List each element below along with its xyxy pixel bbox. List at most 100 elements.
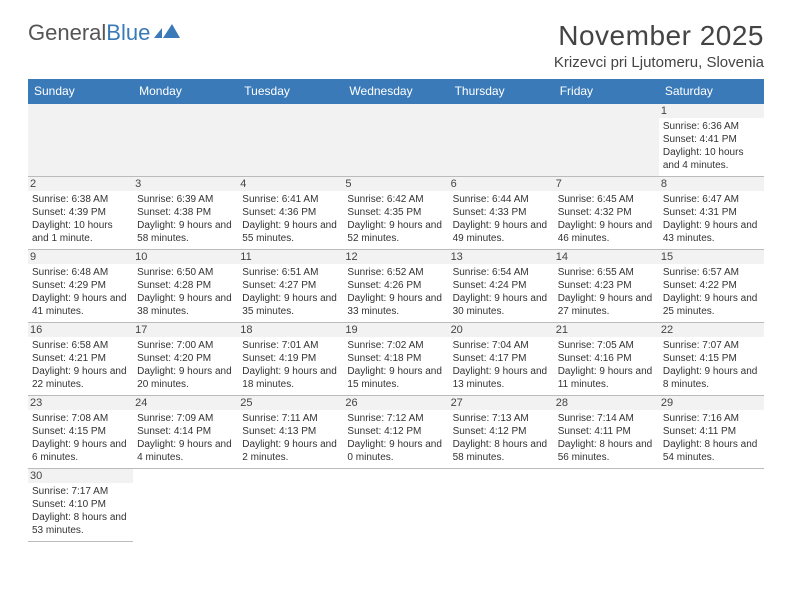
- day-number: 1: [659, 104, 764, 118]
- day-details: Sunrise: 6:57 AMSunset: 4:22 PMDaylight:…: [663, 266, 760, 318]
- detail-line: Sunset: 4:13 PM: [242, 425, 339, 438]
- calendar-cell: [449, 104, 554, 177]
- detail-line: Sunset: 4:32 PM: [558, 206, 655, 219]
- detail-line: Sunrise: 6:45 AM: [558, 193, 655, 206]
- calendar-cell: [133, 469, 238, 542]
- detail-line: Daylight: 8 hours and 58 minutes.: [453, 438, 550, 464]
- day-details: Sunrise: 6:39 AMSunset: 4:38 PMDaylight:…: [137, 193, 234, 245]
- detail-line: Sunrise: 6:38 AM: [32, 193, 129, 206]
- detail-line: Sunrise: 6:51 AM: [242, 266, 339, 279]
- detail-line: Sunset: 4:15 PM: [32, 425, 129, 438]
- calendar-cell: [554, 469, 659, 542]
- detail-line: Sunset: 4:24 PM: [453, 279, 550, 292]
- day-details: Sunrise: 6:36 AMSunset: 4:41 PMDaylight:…: [663, 120, 760, 172]
- calendar-cell: 27Sunrise: 7:13 AMSunset: 4:12 PMDayligh…: [449, 396, 554, 469]
- detail-line: Sunset: 4:36 PM: [242, 206, 339, 219]
- detail-line: Sunset: 4:33 PM: [453, 206, 550, 219]
- detail-line: Daylight: 8 hours and 53 minutes.: [32, 511, 129, 537]
- day-details: Sunrise: 6:41 AMSunset: 4:36 PMDaylight:…: [242, 193, 339, 245]
- detail-line: Sunrise: 6:58 AM: [32, 339, 129, 352]
- detail-line: Daylight: 9 hours and 38 minutes.: [137, 292, 234, 318]
- detail-line: Sunset: 4:12 PM: [453, 425, 550, 438]
- day-details: Sunrise: 7:14 AMSunset: 4:11 PMDaylight:…: [558, 412, 655, 464]
- detail-line: Sunrise: 7:12 AM: [347, 412, 444, 425]
- day-details: Sunrise: 6:55 AMSunset: 4:23 PMDaylight:…: [558, 266, 655, 318]
- detail-line: Sunset: 4:10 PM: [32, 498, 129, 511]
- detail-line: Daylight: 9 hours and 25 minutes.: [663, 292, 760, 318]
- day-number: 18: [238, 323, 343, 337]
- detail-line: Daylight: 9 hours and 18 minutes.: [242, 365, 339, 391]
- detail-line: Daylight: 9 hours and 11 minutes.: [558, 365, 655, 391]
- calendar-cell: 25Sunrise: 7:11 AMSunset: 4:13 PMDayligh…: [238, 396, 343, 469]
- detail-line: Daylight: 9 hours and 22 minutes.: [32, 365, 129, 391]
- day-number: 17: [133, 323, 238, 337]
- day-number: 15: [659, 250, 764, 264]
- detail-line: Sunrise: 7:08 AM: [32, 412, 129, 425]
- calendar-row: 23Sunrise: 7:08 AMSunset: 4:15 PMDayligh…: [28, 396, 764, 469]
- calendar-cell: 8Sunrise: 6:47 AMSunset: 4:31 PMDaylight…: [659, 177, 764, 250]
- calendar-cell: [659, 469, 764, 542]
- detail-line: Sunset: 4:11 PM: [663, 425, 760, 438]
- day-details: Sunrise: 6:54 AMSunset: 4:24 PMDaylight:…: [453, 266, 550, 318]
- day-number: 7: [554, 177, 659, 191]
- day-number: 28: [554, 396, 659, 410]
- day-number: 23: [28, 396, 133, 410]
- detail-line: Sunrise: 6:42 AM: [347, 193, 444, 206]
- calendar-cell: 6Sunrise: 6:44 AMSunset: 4:33 PMDaylight…: [449, 177, 554, 250]
- day-details: Sunrise: 6:47 AMSunset: 4:31 PMDaylight:…: [663, 193, 760, 245]
- detail-line: Daylight: 10 hours and 4 minutes.: [663, 146, 760, 172]
- day-details: Sunrise: 6:38 AMSunset: 4:39 PMDaylight:…: [32, 193, 129, 245]
- calendar-cell: 2Sunrise: 6:38 AMSunset: 4:39 PMDaylight…: [28, 177, 133, 250]
- weekday-header: Wednesday: [343, 79, 448, 104]
- detail-line: Daylight: 8 hours and 56 minutes.: [558, 438, 655, 464]
- calendar-cell: 26Sunrise: 7:12 AMSunset: 4:12 PMDayligh…: [343, 396, 448, 469]
- detail-line: Daylight: 9 hours and 43 minutes.: [663, 219, 760, 245]
- day-number: 5: [343, 177, 448, 191]
- day-details: Sunrise: 6:51 AMSunset: 4:27 PMDaylight:…: [242, 266, 339, 318]
- day-details: Sunrise: 7:09 AMSunset: 4:14 PMDaylight:…: [137, 412, 234, 464]
- calendar-cell: 13Sunrise: 6:54 AMSunset: 4:24 PMDayligh…: [449, 250, 554, 323]
- calendar-cell: 17Sunrise: 7:00 AMSunset: 4:20 PMDayligh…: [133, 323, 238, 396]
- day-number: 29: [659, 396, 764, 410]
- calendar-cell: [238, 469, 343, 542]
- day-number: 19: [343, 323, 448, 337]
- day-details: Sunrise: 7:17 AMSunset: 4:10 PMDaylight:…: [32, 485, 129, 537]
- calendar-cell: 1 Sunrise: 6:36 AMSunset: 4:41 PMDaylight…: [659, 104, 764, 177]
- detail-line: Sunset: 4:38 PM: [137, 206, 234, 219]
- calendar-cell: 7 Sunrise: 6:45 AMSunset: 4:32 PMDaylight…: [554, 177, 659, 250]
- detail-line: Daylight: 9 hours and 46 minutes.: [558, 219, 655, 245]
- detail-line: Daylight: 9 hours and 20 minutes.: [137, 365, 234, 391]
- weekday-header: Saturday: [659, 79, 764, 104]
- calendar-cell: 11 Sunrise: 6:51 AMSunset: 4:27 PMDayligh…: [238, 250, 343, 323]
- calendar-cell: 22Sunrise: 7:07 AMSunset: 4:15 PMDayligh…: [659, 323, 764, 396]
- detail-line: Daylight: 9 hours and 33 minutes.: [347, 292, 444, 318]
- calendar-cell: [238, 104, 343, 177]
- detail-line: Sunrise: 7:17 AM: [32, 485, 129, 498]
- calendar-cell: [133, 104, 238, 177]
- weekday-header: Tuesday: [238, 79, 343, 104]
- calendar-cell: 21Sunrise: 7:05 AMSunset: 4:16 PMDayligh…: [554, 323, 659, 396]
- weekday-header: Friday: [554, 79, 659, 104]
- day-number: 21: [554, 323, 659, 337]
- day-number: 11: [238, 250, 343, 264]
- detail-line: Sunset: 4:22 PM: [663, 279, 760, 292]
- calendar-cell: 24Sunrise: 7:09 AMSunset: 4:14 PMDayligh…: [133, 396, 238, 469]
- detail-line: Sunrise: 6:52 AM: [347, 266, 444, 279]
- detail-line: Sunset: 4:14 PM: [137, 425, 234, 438]
- calendar-cell: 18Sunrise: 7:01 AMSunset: 4:19 PMDayligh…: [238, 323, 343, 396]
- calendar-row: 2Sunrise: 6:38 AMSunset: 4:39 PMDaylight…: [28, 177, 764, 250]
- calendar-cell: 12Sunrise: 6:52 AMSunset: 4:26 PMDayligh…: [343, 250, 448, 323]
- detail-line: Daylight: 9 hours and 0 minutes.: [347, 438, 444, 464]
- calendar-body: 1 Sunrise: 6:36 AMSunset: 4:41 PMDaylight…: [28, 104, 764, 542]
- day-number: 16: [28, 323, 133, 337]
- day-details: Sunrise: 6:45 AMSunset: 4:32 PMDaylight:…: [558, 193, 655, 245]
- weekday-header: Sunday: [28, 79, 133, 104]
- calendar-cell: 5Sunrise: 6:42 AMSunset: 4:35 PMDaylight…: [343, 177, 448, 250]
- detail-line: Daylight: 10 hours and 1 minute.: [32, 219, 129, 245]
- day-details: Sunrise: 7:08 AMSunset: 4:15 PMDaylight:…: [32, 412, 129, 464]
- day-number: 9: [28, 250, 133, 264]
- detail-line: Sunrise: 7:04 AM: [453, 339, 550, 352]
- calendar-cell: 14Sunrise: 6:55 AMSunset: 4:23 PMDayligh…: [554, 250, 659, 323]
- detail-line: Daylight: 9 hours and 49 minutes.: [453, 219, 550, 245]
- detail-line: Daylight: 9 hours and 2 minutes.: [242, 438, 339, 464]
